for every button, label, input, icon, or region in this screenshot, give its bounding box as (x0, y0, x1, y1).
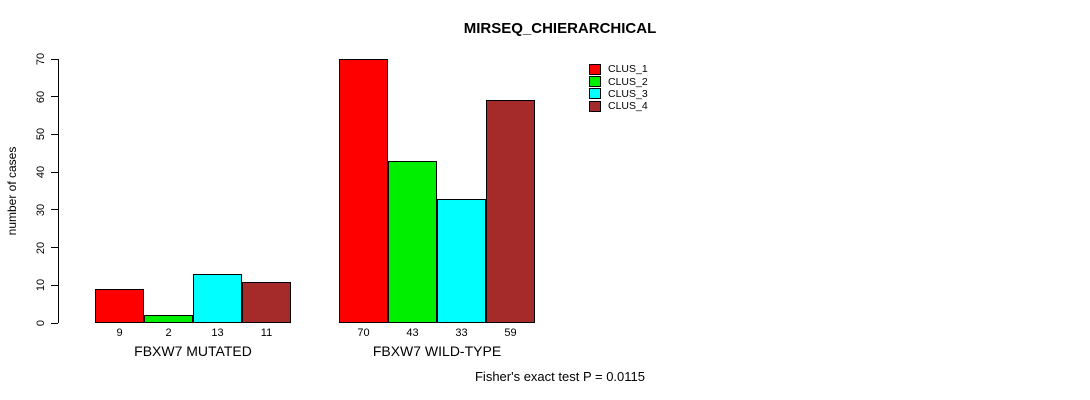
bar-value-clus-4-fbxw7-wild-type: 59 (504, 327, 517, 339)
group-label-fbxw7-wild-type: FBXW7 WILD-TYPE (372, 343, 502, 359)
bar-value-clus-3-fbxw7-mutated: 13 (211, 327, 224, 339)
y-tick-10 (51, 284, 58, 286)
y-tick-label-0: 0 (35, 319, 47, 327)
legend-row-clus-2: CLUS_2 (589, 75, 648, 88)
y-tick-label-70: 70 (35, 52, 47, 66)
legend-label-clus-3: CLUS_3 (608, 87, 648, 100)
bar-value-clus-2-fbxw7-mutated: 2 (165, 327, 172, 339)
y-tick-0 (51, 322, 58, 324)
y-tick-label-60: 60 (35, 90, 47, 103)
y-tick-30 (51, 209, 58, 211)
bar-clus-1-fbxw7-mutated (95, 289, 144, 323)
legend-row-clus-1: CLUS_1 (589, 63, 648, 75)
y-axis-line (58, 59, 59, 323)
y-tick-60 (51, 96, 58, 98)
legend-swatch-clus-4 (589, 100, 601, 112)
bar-clus-4-fbxw7-wild-type (486, 100, 535, 323)
legend-label-clus-4: CLUS_4 (608, 100, 648, 113)
y-tick-40 (51, 171, 58, 173)
legend-swatch-clus-3 (589, 88, 601, 100)
legend-label-clus-1: CLUS_1 (608, 63, 648, 76)
group-label-fbxw7-mutated: FBXW7 MUTATED (134, 343, 252, 359)
legend-label-clus-2: CLUS_2 (608, 75, 648, 88)
y-tick-label-40: 40 (35, 166, 47, 179)
legend-row-clus-4: CLUS_4 (589, 100, 648, 112)
bar-value-clus-2-fbxw7-wild-type: 43 (406, 327, 419, 339)
y-tick-label-30: 30 (35, 203, 47, 216)
y-tick-label-20: 20 (35, 241, 47, 254)
legend-row-clus-3: CLUS_3 (589, 88, 648, 100)
legend-swatch-clus-2 (589, 76, 601, 88)
y-tick-label-50: 50 (35, 128, 47, 141)
legend: CLUS_1 CLUS_2 CLUS_3 CLUS_4 (589, 63, 648, 113)
bar-clus-2-fbxw7-mutated (144, 315, 193, 323)
bar-clus-3-fbxw7-mutated (193, 274, 242, 323)
y-axis-title: number of cases (5, 146, 19, 236)
bar-clus-4-fbxw7-mutated (242, 282, 291, 323)
chart-title: MIRSEQ_CHIERARCHICAL (463, 20, 657, 37)
fisher-test-annotation: Fisher's exact test P = 0.0115 (474, 369, 646, 384)
legend-swatch-clus-1 (589, 63, 601, 75)
bar-clus-2-fbxw7-wild-type (388, 161, 437, 323)
bar-clus-1-fbxw7-wild-type (339, 59, 388, 323)
bar-clus-3-fbxw7-wild-type (437, 199, 486, 323)
bar-value-clus-3-fbxw7-wild-type: 33 (455, 327, 468, 339)
y-tick-20 (51, 247, 58, 249)
bar-value-clus-4-fbxw7-mutated: 11 (260, 327, 273, 339)
bar-value-clus-1-fbxw7-wild-type: 70 (357, 327, 370, 339)
y-tick-label-10: 10 (35, 279, 47, 292)
y-tick-70 (51, 58, 58, 60)
y-tick-50 (51, 133, 58, 135)
bar-value-clus-1-fbxw7-mutated: 9 (116, 327, 123, 339)
